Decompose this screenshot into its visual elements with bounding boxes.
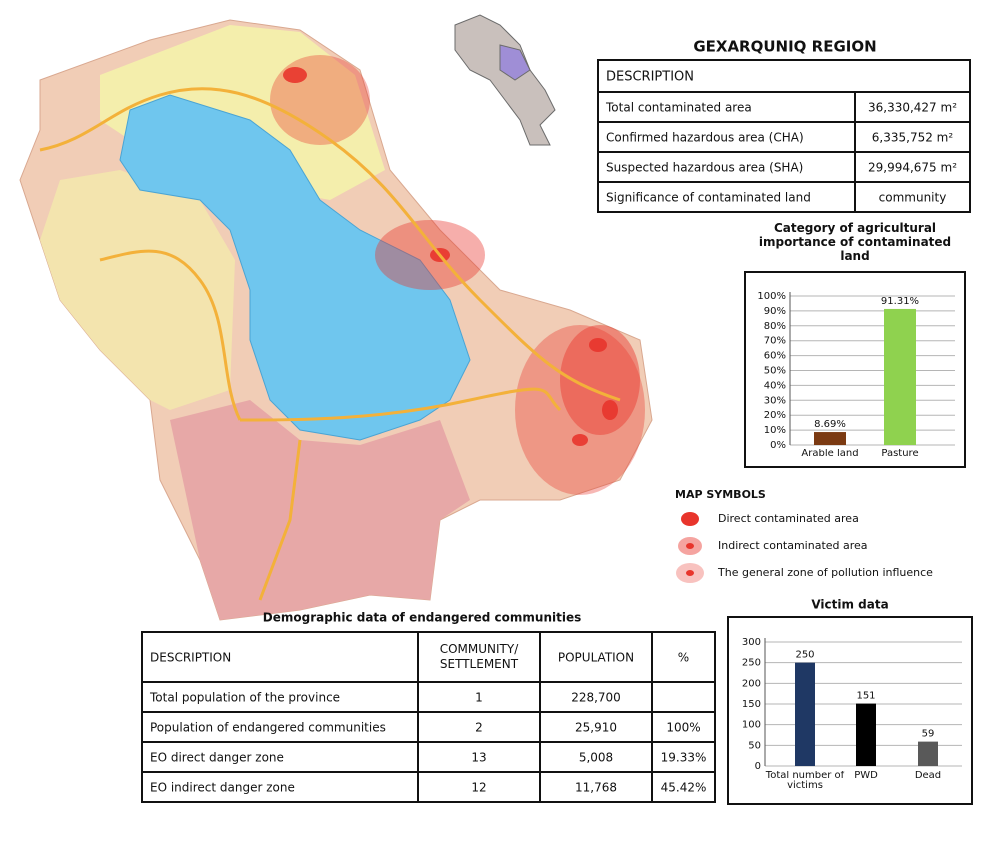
x-tick-label: Pasture [881,449,919,459]
bar [814,432,846,445]
chart-frame [727,616,973,805]
y-tick-label: 150 [742,699,761,710]
cell-text: 2 [475,721,483,735]
y-tick-label: 10% [764,425,786,436]
header-cell-text: COMMUNITY/ [440,642,519,656]
cell-text: 100% [666,721,700,735]
y-tick-label: 0% [770,440,786,451]
chart-title-box: Category of agricultural importance of c… [758,222,952,263]
y-tick-label: 70% [764,336,786,347]
y-tick-label: 50 [748,740,761,751]
chart-frame [744,271,966,468]
lake [119,94,471,441]
x-tick-label: Arable land [801,449,859,459]
table-title: Demographic data of endangered communiti… [263,611,582,625]
legend-symbol-core [686,570,694,576]
row-label: Confirmed hazardous area (CHA) [606,131,804,145]
y-tick-label: 30% [764,395,786,406]
roads [39,87,621,601]
y-tick-label: 100 [742,720,761,731]
table-header: DESCRIPTION [606,70,694,85]
cell-text: 25,910 [575,721,617,735]
legend-label: Direct contaminated area [718,512,859,525]
cell-text: Population of endangered communities [150,721,386,735]
y-tick-label: 0 [755,761,761,772]
x-tick-label: PWD [854,771,878,781]
x-tick-label: Dead [914,771,942,781]
x-tick-label-box: PWD [854,771,878,781]
header-cell-text: SETTLEMENT [440,657,519,671]
cell-text: 228,700 [571,691,621,705]
cell-text: 1 [475,691,483,705]
y-tick-label: 50% [764,366,786,377]
inset-map [454,14,556,146]
cell-text: POPULATION [558,651,634,665]
value-label: 91.31% [881,296,919,307]
bar [918,741,938,766]
value-label: 151 [856,691,875,702]
x-tick-label-box: Dead [914,771,942,781]
x-tick-label-box: Total number of victims [765,771,845,791]
row-value: 36,330,427 m² [868,101,957,115]
row-value: 29,994,675 m² [868,161,957,175]
y-tick-label: 80% [764,321,786,332]
y-tick-label: 60% [764,351,786,362]
cell-text: 5,008 [579,751,613,765]
y-tick-label: 20% [764,410,786,421]
table-cell [854,181,971,213]
cell-text: 12 [471,781,486,795]
x-tick-label-box: Arable land [801,449,859,459]
value-label: 8.69% [814,419,846,430]
cell-text: Total population of the province [149,691,340,705]
row-value: 6,335,752 m² [872,131,954,145]
cell-text: 19.33% [661,751,707,765]
cell-text: 13 [471,751,486,765]
table-cell [651,681,716,713]
y-tick-label: 250 [742,658,761,669]
legend-symbol [681,512,699,526]
cell-text: DESCRIPTION [150,651,231,665]
west-zone [40,170,235,410]
bar [884,308,916,445]
row-label: Suspected hazardous area (SHA) [606,161,803,175]
y-tick-label: 90% [764,306,786,317]
cell-text: 45.42% [661,781,707,795]
legend-label: Indirect contaminated area [718,539,868,552]
legend-label: The general zone of pollution influence [717,566,933,579]
pollution-zones [270,55,645,495]
row-label: Significance of contaminated land [606,191,811,205]
value-label: 59 [922,729,935,740]
legend-title: MAP SYMBOLS [675,488,766,501]
table-cell [651,771,716,803]
chart-title: Category of agricultural importance of c… [758,222,952,263]
cell-text: % [678,651,689,665]
cell-text: EO direct danger zone [150,751,284,765]
y-tick-label: 300 [742,637,761,648]
bar [856,703,876,766]
south-zone [170,400,470,620]
row-value: community [879,191,947,205]
row-label: Total contaminated area [605,101,752,115]
bar [795,662,815,766]
map [19,19,653,621]
y-tick-label: 200 [742,678,761,689]
y-tick-label: 40% [764,380,786,391]
y-tick-label: 100% [757,291,786,302]
value-label: 250 [795,650,814,661]
x-tick-label: Total number of victims [765,771,845,791]
cell-text: EO indirect danger zone [150,781,295,795]
page-title: GEXARQUNIQ REGION [693,38,876,56]
cell-text: 11,768 [575,781,617,795]
chart-title: Victim data [811,598,888,612]
x-tick-label-box: Pasture [881,449,919,459]
legend-symbol-core [686,543,694,549]
